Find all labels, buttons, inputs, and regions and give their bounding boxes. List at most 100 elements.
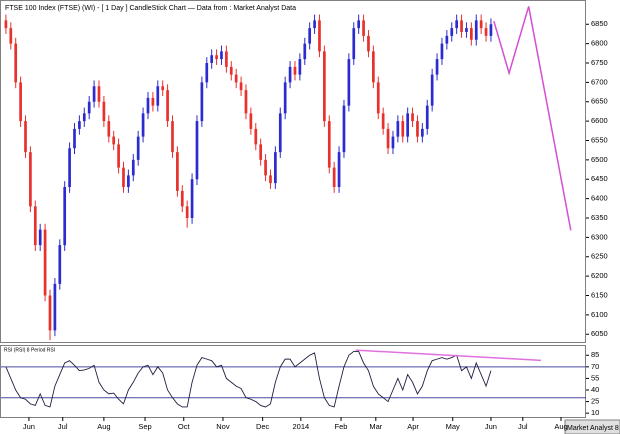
y-tick-label: 6300 (591, 232, 608, 241)
candle-body (200, 82, 204, 122)
x-tick-label: 2014 (293, 422, 310, 431)
candle-body (33, 206, 37, 246)
candle-body (283, 82, 287, 114)
x-tick-label: Dec (256, 422, 270, 431)
candle-body (239, 82, 243, 91)
candle-body (92, 86, 96, 102)
x-tick-label: Jun (23, 422, 35, 431)
x-tick-label: Jun (485, 422, 497, 431)
y-tick-label: 6450 (591, 174, 608, 183)
candle-body (357, 20, 361, 29)
candle-body (249, 113, 253, 129)
y-tick-label: 6100 (591, 310, 608, 319)
candle-body (131, 159, 135, 176)
candle-body (332, 167, 336, 187)
candle-body (401, 121, 405, 137)
candle-body (58, 245, 62, 284)
candle-body (136, 136, 140, 160)
candle-body (127, 175, 130, 187)
candle-body (484, 28, 488, 36)
x-tick-label: Nov (216, 422, 230, 431)
candle-body (347, 59, 351, 106)
x-tick-label: Jul (518, 422, 528, 431)
candle-body (14, 43, 18, 83)
y-tick-label: 85 (591, 350, 599, 359)
candle-body (411, 113, 414, 122)
candle-body (117, 144, 120, 168)
candle-body (166, 90, 169, 122)
y-tick-label: 6650 (591, 97, 608, 106)
candle-body (112, 136, 116, 145)
candle-body (430, 74, 434, 106)
y-tick-label: 25 (591, 397, 599, 406)
candle-body (19, 82, 22, 122)
candle-body (151, 97, 155, 106)
candle-body (97, 86, 101, 102)
candle-body (156, 86, 160, 106)
y-tick-label: 6050 (591, 329, 608, 338)
y-tick-label: 6150 (591, 290, 608, 299)
candle-body (421, 128, 424, 137)
candle-body (102, 101, 106, 122)
candle-body (161, 86, 165, 91)
candle-body (190, 179, 194, 218)
candle-body (381, 113, 385, 129)
candle-body (48, 295, 52, 331)
y-tick-label: 70 (591, 362, 599, 371)
rsi-title: RSI (RSI) 8 Period RSI (4, 347, 55, 353)
y-tick-label: 6250 (591, 252, 608, 261)
candle-body (465, 28, 468, 32)
candle-body (259, 144, 263, 160)
candle-body (185, 206, 189, 218)
y-tick-label: 40 (591, 385, 599, 394)
divergence-line (355, 349, 541, 362)
candle-body (474, 20, 478, 40)
candle-body (210, 55, 214, 63)
candle-body (425, 105, 429, 129)
candle-body (327, 121, 331, 168)
y-tick-label: 6350 (591, 213, 608, 222)
candle-body (68, 148, 71, 187)
candle-body (470, 28, 473, 40)
candle-body (288, 66, 292, 83)
candle-body (24, 121, 27, 153)
y-tick-label: 55 (591, 373, 599, 382)
candle-body (323, 51, 326, 122)
y-tick-label: 6500 (591, 155, 608, 164)
candle-body (234, 74, 238, 83)
x-tick-label: Mar (369, 422, 382, 431)
candle-body (479, 20, 483, 29)
candle-body (352, 28, 356, 60)
candle-body (435, 59, 439, 75)
candle-body (386, 128, 390, 149)
candle-body (406, 113, 410, 137)
candle-body (298, 59, 302, 75)
candle-body (318, 20, 321, 52)
projection-line (493, 6, 572, 231)
candle-body (195, 121, 199, 180)
candle-body (82, 113, 86, 122)
candle-body (29, 152, 32, 207)
candle-body (225, 51, 228, 67)
candle-body (78, 121, 81, 129)
y-tick-label: 6700 (591, 77, 608, 86)
x-tick-label: Feb (335, 422, 348, 431)
candle-body (264, 159, 267, 176)
x-tick-label: Aug (97, 422, 110, 431)
candle-body (342, 105, 346, 153)
candle-body (254, 128, 258, 145)
candle-body (372, 51, 375, 83)
candle-body (38, 229, 42, 246)
candle-body (367, 35, 370, 52)
candle-body (244, 90, 248, 114)
candle-body (4, 20, 8, 29)
rsi-line (5, 350, 492, 408)
candle-body (63, 187, 67, 246)
candle-body (337, 152, 341, 187)
candle-body (313, 20, 316, 29)
candle-body (9, 28, 13, 44)
price-panel (0, 0, 586, 343)
candle-body (440, 43, 444, 60)
candle-body (489, 24, 493, 36)
y-tick-label: 6200 (591, 271, 608, 280)
